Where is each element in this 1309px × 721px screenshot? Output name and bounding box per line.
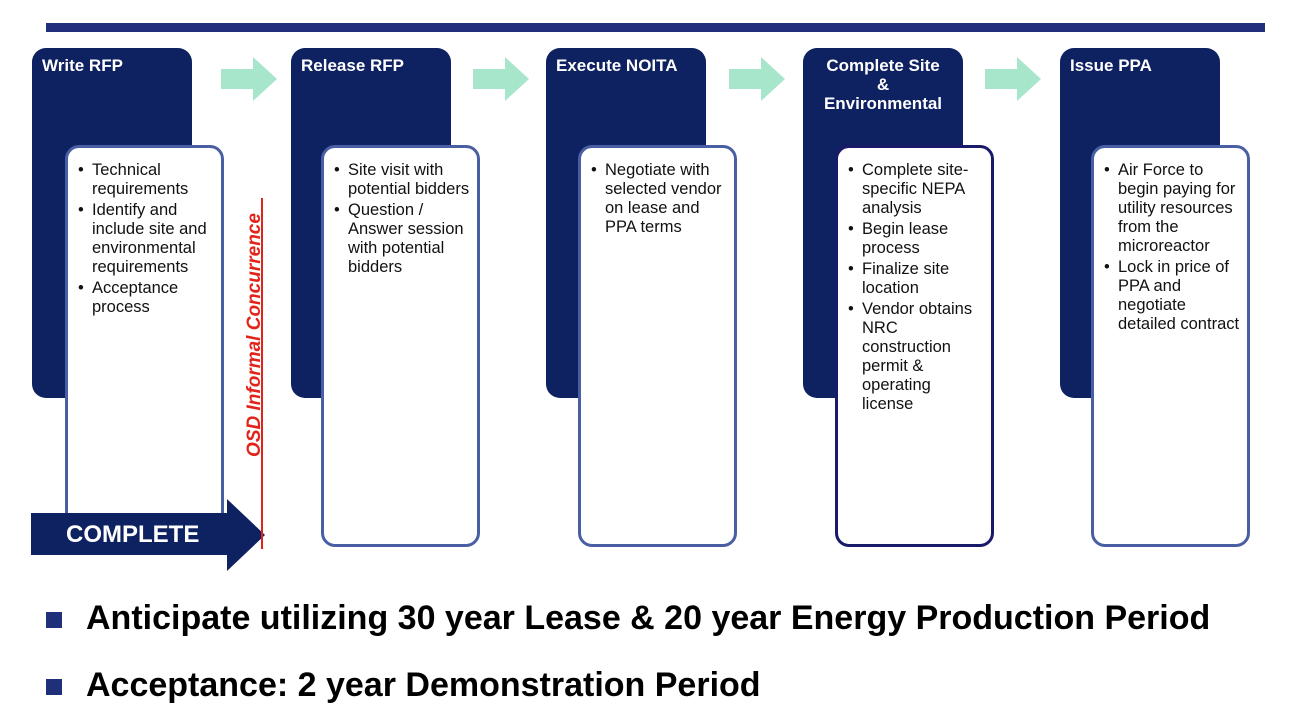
stage-title-line: Write RFP	[42, 56, 123, 75]
list-item: Question / Answer session with potential…	[334, 201, 471, 277]
flow-arrow-icon	[473, 57, 529, 101]
list-item: Air Force to begin paying for utility re…	[1104, 161, 1241, 256]
flow-arrow-icon	[729, 57, 785, 101]
list-item: Negotiate with selected vendor on lease …	[591, 161, 728, 237]
list-item: Acceptance process	[78, 279, 215, 317]
complete-arrow-icon	[31, 499, 265, 571]
list-item: Vendor obtains NRC construction permit &…	[848, 300, 985, 414]
stage-title-line: Environmental	[823, 94, 943, 113]
stage-card-release-rfp: Site visit with potential bidders Questi…	[321, 145, 480, 547]
list-item: Complete site-specific NEPA analysis	[848, 161, 985, 218]
stage-title-line: Complete Site	[826, 56, 940, 75]
stage-title-line: Execute NOITA	[556, 56, 678, 75]
stage-title: Issue PPA	[1060, 56, 1220, 75]
stage-title-line: Release RFP	[301, 56, 404, 75]
bullet-square-icon	[46, 612, 62, 628]
bullet-list: Air Force to begin paying for utility re…	[1094, 148, 1247, 334]
flow-arrow-icon	[221, 57, 277, 101]
stage-title-line: &	[876, 75, 890, 94]
concurrence-label: OSD Informal Concurrence	[244, 213, 265, 457]
complete-label: COMPLETE	[66, 521, 200, 548]
summary-text: Anticipate utilizing 30 year Lease & 20 …	[86, 599, 1211, 637]
list-item: Finalize site location	[848, 260, 985, 298]
stage-card-write-rfp: Technical requirements Identify and incl…	[65, 145, 224, 547]
list-item: Identify and include site and environmen…	[78, 201, 215, 277]
stage-title-line: Issue PPA	[1070, 56, 1152, 75]
summary-bullet: Anticipate utilizing 30 year Lease & 20 …	[46, 597, 1306, 639]
stage-card-execute-noita: Negotiate with selected vendor on lease …	[578, 145, 737, 547]
concurrence-line	[261, 198, 263, 549]
list-item: Site visit with potential bidders	[334, 161, 471, 199]
stage-card-complete-site-environmental: Complete site-specific NEPA analysis Beg…	[835, 145, 994, 547]
summary-text: Acceptance: 2 year Demonstration Period	[86, 666, 761, 704]
list-item: Begin lease process	[848, 220, 985, 258]
flow-arrow-icon	[985, 57, 1041, 101]
list-item: Lock in price of PPA and negotiate detai…	[1104, 258, 1241, 334]
bullet-list: Technical requirements Identify and incl…	[68, 148, 221, 317]
list-item: Technical requirements	[78, 161, 215, 199]
stage-card-issue-ppa: Air Force to begin paying for utility re…	[1091, 145, 1250, 547]
bullet-list: Complete site-specific NEPA analysis Beg…	[838, 148, 991, 414]
bullet-list: Site visit with potential bidders Questi…	[324, 148, 477, 277]
bullet-square-icon	[46, 679, 62, 695]
top-rule	[46, 23, 1265, 32]
stage-title: Complete Site & Environmental	[803, 56, 963, 113]
stage-title: Release RFP	[291, 56, 451, 75]
summary-bullet: Acceptance: 2 year Demonstration Period	[46, 664, 1306, 706]
stage-title: Execute NOITA	[546, 56, 706, 75]
stage-title: Write RFP	[32, 56, 192, 75]
bullet-list: Negotiate with selected vendor on lease …	[581, 148, 734, 237]
